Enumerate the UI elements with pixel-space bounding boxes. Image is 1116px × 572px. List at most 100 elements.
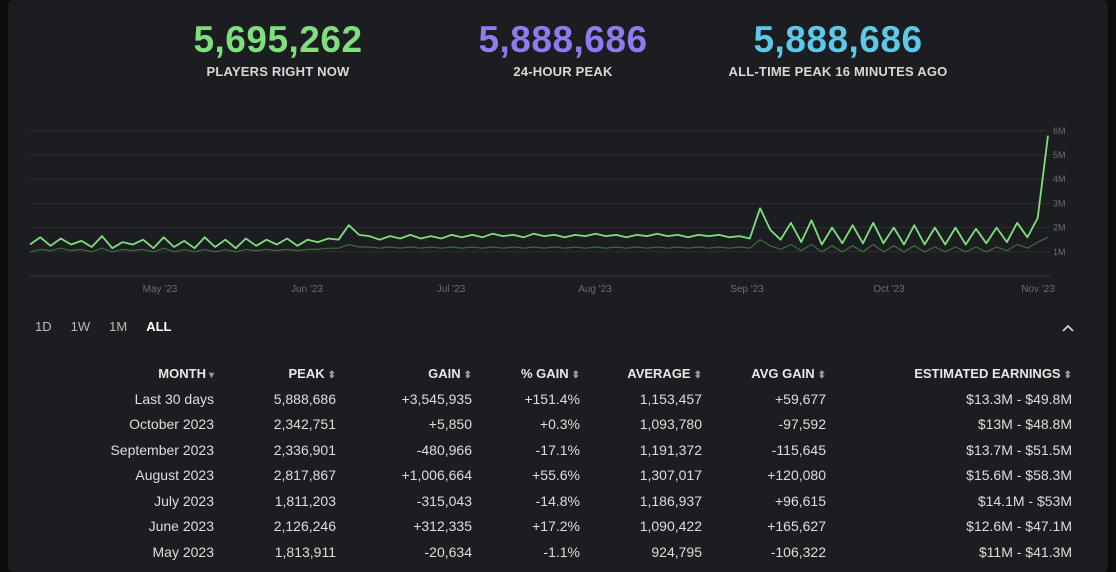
header-avg-gain[interactable]: AVG GAIN ⬍ <box>751 365 826 381</box>
header-average[interactable]: AVERAGE ⬍ <box>627 365 702 381</box>
sort-icon: ⬍ <box>327 369 336 381</box>
y-tick-label: 4M <box>1053 174 1066 184</box>
month-cell: October 2023 <box>129 416 214 433</box>
chevron-up-icon[interactable] <box>1058 318 1078 338</box>
average-cell: 1,186,937 <box>639 492 702 509</box>
range-1d[interactable]: 1D <box>35 319 52 334</box>
peak-cell: 2,336,901 <box>273 441 336 458</box>
average-cell: 1,153,457 <box>639 390 702 407</box>
table-row: Last 30 days 5,888,686 +3,545,935 +151.4% 1,… <box>30 386 1072 412</box>
peak-24h-value: 5,888,686 <box>478 19 648 60</box>
peak-cell: 1,811,203 <box>274 492 336 509</box>
header-month[interactable]: MONTH ▾ <box>158 365 214 381</box>
x-tick-label: Nov '23 <box>1021 284 1055 295</box>
earnings-cell: $13M - $48.8M <box>977 416 1072 433</box>
table-row: September 2023 2,336,901 -480,966 -17.1% 1,1… <box>30 437 1072 463</box>
gain-cell: -480,966 <box>416 441 472 458</box>
all-time-peak-value: 5,888,686 <box>753 19 923 60</box>
range-all[interactable]: ALL <box>146 319 172 334</box>
peak-cell: 5,888,686 <box>273 390 336 407</box>
gain-cell: +312,335 <box>413 518 472 535</box>
gain-cell: +3,545,935 <box>401 390 472 407</box>
earnings-cell: $12.6M - $47.1M <box>966 518 1072 535</box>
x-tick-label: Sep '23 <box>730 284 764 295</box>
all-time-peak-label: ALL-TIME PEAK 16 MINUTES AGO <box>728 64 948 79</box>
month-cell: May 2023 <box>152 543 214 560</box>
range-1m[interactable]: 1M <box>109 319 128 334</box>
table-row: October 2023 2,342,751 +5,850 +0.3% 1,093,78… <box>30 412 1072 438</box>
pct-gain-cell: -17.1% <box>535 441 580 458</box>
stats-panel: 5,695,262 PLAYERS RIGHT NOW 5,888,686 24… <box>8 0 1108 572</box>
average-cell: 924,795 <box>651 543 702 560</box>
all-time-peak-stat: 5,888,686 ALL-TIME PEAK 16 MINUTES AGO <box>708 18 968 79</box>
earnings-cell: $11M - $41.3M <box>978 543 1072 560</box>
y-tick-label: 5M <box>1053 150 1066 160</box>
x-tick-label: Oct '23 <box>873 284 905 295</box>
month-cell: September 2023 <box>110 441 214 458</box>
range-1w[interactable]: 1W <box>70 319 91 334</box>
series-line-players <box>29 135 1049 250</box>
sort-icon: ⬍ <box>693 369 702 381</box>
peak-cell: 2,126,246 <box>273 518 336 535</box>
series-line-secondary <box>29 236 1049 253</box>
monthly-stats-table: MONTH ▾ PEAK ⬍ GAIN ⬍ % GAIN ⬍ AVERAGE ⬍ AVG … <box>30 360 1072 565</box>
peak-24h-label: 24-HOUR PEAK <box>513 64 613 79</box>
sort-icon: ⬍ <box>817 369 826 381</box>
pct-gain-cell: -1.1% <box>543 543 580 560</box>
y-tick-label: 1M <box>1053 247 1066 257</box>
earnings-cell: $15.6M - $58.3M <box>966 467 1072 484</box>
y-tick-label: 2M <box>1053 223 1066 233</box>
table-row: June 2023 2,126,246 +312,335 +17.2% 1,090,42… <box>30 514 1072 540</box>
gain-cell: +1,006,664 <box>401 467 472 484</box>
header-peak[interactable]: PEAK ⬍ <box>288 365 336 381</box>
sort-icon: ⬍ <box>571 369 580 381</box>
average-cell: 1,307,017 <box>639 467 702 484</box>
x-tick-label: Jul '23 <box>437 284 466 295</box>
avg-gain-cell: -106,322 <box>770 543 826 560</box>
month-cell: August 2023 <box>135 467 214 484</box>
players-now-stat: 5,695,262 PLAYERS RIGHT NOW <box>168 18 388 79</box>
pct-gain-cell: +151.4% <box>524 390 580 407</box>
table-row: May 2023 1,813,911 -20,634 -1.1% 924,795 -106… <box>30 539 1072 565</box>
pct-gain-cell: -14.8% <box>535 492 580 509</box>
players-now-label: PLAYERS RIGHT NOW <box>206 64 350 79</box>
average-cell: 1,191,372 <box>639 441 702 458</box>
peak-cell: 1,813,911 <box>274 543 336 560</box>
peak-24h-stat: 5,888,686 24-HOUR PEAK <box>448 18 678 79</box>
sort-icon: ⬍ <box>463 369 472 381</box>
avg-gain-cell: +59,677 <box>775 390 826 407</box>
header-gain[interactable]: GAIN ⬍ <box>428 365 472 381</box>
avg-gain-cell: +120,080 <box>767 467 826 484</box>
table-row: July 2023 1,811,203 -315,043 -14.8% 1,186,93… <box>30 488 1072 514</box>
pct-gain-cell: +0.3% <box>539 416 580 433</box>
table-row: August 2023 2,817,867 +1,006,664 +55.6% 1,30… <box>30 463 1072 489</box>
average-cell: 1,090,422 <box>639 518 702 535</box>
avg-gain-cell: +165,627 <box>767 518 826 535</box>
peak-cell: 2,817,867 <box>273 467 336 484</box>
y-tick-label: 6M <box>1053 126 1066 136</box>
month-cell: June 2023 <box>148 518 214 535</box>
gain-cell: -20,634 <box>424 543 472 560</box>
range-selector: 1D 1W 1M ALL <box>35 319 171 334</box>
month-cell: July 2023 <box>154 492 214 509</box>
average-cell: 1,093,780 <box>639 416 702 433</box>
avg-gain-cell: -97,592 <box>778 416 826 433</box>
earnings-cell: $13.3M - $49.8M <box>966 390 1072 407</box>
pct-gain-cell: +55.6% <box>532 467 580 484</box>
month-cell: Last 30 days <box>134 390 214 407</box>
player-count-chart[interactable]: 6M 5M 4M 3M 2M 1M May '23 Jun '23 Jul '23 Aug '23… <box>20 118 1080 300</box>
pct-gain-cell: +17.2% <box>532 518 580 535</box>
x-tick-label: May '23 <box>143 284 178 295</box>
header-estimated-earnings[interactable]: ESTIMATED EARNINGS ⬍ <box>914 365 1072 381</box>
gain-cell: -315,043 <box>416 492 472 509</box>
table-header-row: MONTH ▾ PEAK ⬍ GAIN ⬍ % GAIN ⬍ AVERAGE ⬍ AVG … <box>30 360 1072 386</box>
x-tick-label: Jun '23 <box>291 284 323 295</box>
header-pct-gain[interactable]: % GAIN ⬍ <box>520 365 580 381</box>
y-tick-label: 3M <box>1053 198 1066 208</box>
earnings-cell: $13.7M - $51.5M <box>966 441 1072 458</box>
avg-gain-cell: -115,645 <box>771 441 826 458</box>
players-now-value: 5,695,262 <box>193 19 363 60</box>
sort-desc-icon: ▾ <box>208 369 214 381</box>
gain-cell: +5,850 <box>428 416 472 433</box>
avg-gain-cell: +96,615 <box>775 492 826 509</box>
